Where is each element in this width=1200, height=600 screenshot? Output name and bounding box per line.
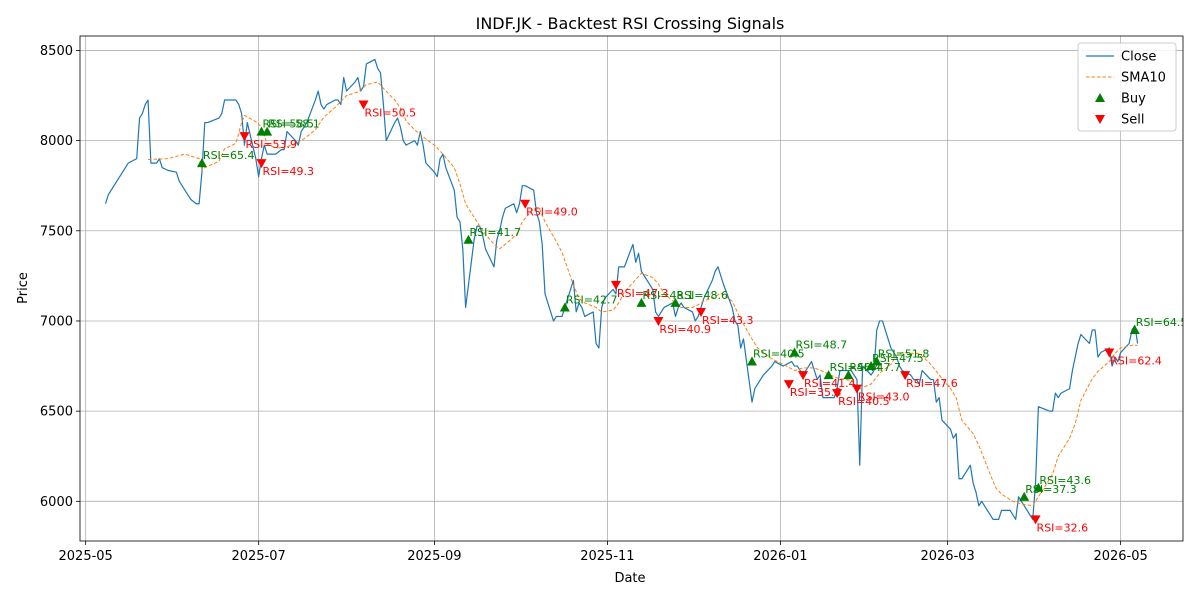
- legend-sma10-label: SMA10: [1121, 71, 1166, 86]
- buy-marker: [871, 356, 882, 366]
- sell-signal-label: RSI=41.4: [804, 377, 856, 390]
- buy-signal-label: RSI=46.4: [830, 361, 882, 374]
- buy-signal-label: RSI=58.5: [262, 118, 314, 131]
- buy-marker: [636, 297, 647, 307]
- y-axis-label: Price: [16, 272, 31, 304]
- sma10-line: [148, 81, 1138, 507]
- buy-signal-label: RSI=48.6: [676, 289, 728, 302]
- sell-marker: [783, 380, 794, 390]
- buy-signal-label: RSI=43.6: [1039, 474, 1091, 487]
- sell-marker: [239, 132, 250, 142]
- sell-marker: [832, 389, 843, 399]
- x-tick-label: 2025-05: [59, 549, 113, 564]
- buy-signal-label: RSI=58.1: [268, 118, 320, 131]
- buy-marker: [823, 370, 834, 380]
- sell-marker: [900, 371, 911, 381]
- sell-signal-label: RSI=50.5: [365, 107, 417, 120]
- x-tick-label: 2026-03: [920, 549, 974, 564]
- buy-marker: [1019, 491, 1030, 501]
- sell-marker: [695, 307, 706, 317]
- buy-marker: [463, 234, 474, 244]
- chart-title: INDF.JK - Backtest RSI Crossing Signals: [476, 14, 785, 33]
- legend: Close SMA10 Buy Sell: [1077, 42, 1177, 132]
- y-tick-label: 7000: [40, 314, 73, 329]
- x-tick-label: 2026-01: [753, 549, 807, 564]
- buy-marker: [262, 126, 273, 136]
- sell-signal-label: RSI=47.6: [906, 377, 958, 390]
- buy-signal-label: RSI=41.7: [469, 226, 521, 239]
- y-tick-label: 6000: [40, 495, 73, 510]
- y-tick-label: 8000: [40, 134, 73, 149]
- buy-marker: [747, 356, 758, 366]
- buy-signal-label: RSI=51.8: [878, 348, 930, 361]
- close-price-line: [104, 58, 1139, 520]
- x-tick-label: 2025-07: [231, 549, 285, 564]
- legend-buy-swatch: [1095, 93, 1105, 102]
- sell-marker: [653, 316, 664, 326]
- grid: [80, 36, 1183, 541]
- sell-signal-label: RSI=49.0: [526, 206, 578, 219]
- buy-signal-label: RSI=64.5: [1136, 316, 1188, 329]
- buy-signal-label: RSI=42.7: [566, 293, 618, 306]
- buy-signal-label: RSI=48.7: [796, 339, 848, 352]
- plot-frame: [79, 35, 1184, 542]
- x-axis-label: Date: [614, 571, 645, 586]
- buy-marker: [789, 347, 800, 357]
- y-tick-label: 7500: [40, 224, 73, 239]
- buy-marker: [866, 361, 877, 371]
- axes: 2025-05 2025-07 2025-09 2025-11 2026-01 2026-…: [40, 35, 1184, 564]
- series-layer: [104, 58, 1139, 520]
- buy-marker: [1129, 324, 1140, 334]
- x-tick-label: 2025-11: [580, 549, 634, 564]
- buy-marker: [196, 158, 207, 168]
- legend-close-label: Close: [1121, 50, 1156, 65]
- sell-signal-label: RSI=40.9: [659, 323, 711, 336]
- sell-signal-label: RSI=40.5: [838, 395, 890, 408]
- sell-signal-label: RSI=53.9: [245, 138, 297, 151]
- legend-buy-label: Buy: [1121, 92, 1146, 107]
- sell-marker: [520, 199, 531, 209]
- legend-sell-label: Sell: [1121, 113, 1144, 128]
- legend-box: [1077, 42, 1177, 132]
- y-tick-label: 6500: [40, 405, 73, 420]
- legend-sell-swatch: [1095, 115, 1105, 124]
- buy-signal-label: RSI=47.5: [872, 352, 924, 365]
- buy-signal-label: RSI=40.5: [753, 348, 805, 361]
- sell-signal-label: RSI=49.3: [262, 165, 314, 178]
- sell-signal-label: RSI=62.4: [1110, 355, 1162, 368]
- sell-marker: [798, 371, 809, 381]
- sell-marker: [256, 159, 267, 169]
- x-tick-label: 2026-05: [1093, 549, 1147, 564]
- buy-signal-label: RSI=48.1: [642, 289, 694, 302]
- sell-marker: [610, 280, 621, 290]
- buy-signal-label: RSI=65.4: [203, 149, 255, 162]
- buy-marker: [843, 370, 854, 380]
- sell-signal-label: RSI=43.0: [858, 391, 910, 404]
- sell-signal-label: RSI=43.3: [702, 314, 754, 327]
- y-tick-label: 8500: [40, 44, 73, 59]
- x-tick-label: 2025-09: [407, 549, 461, 564]
- buy-marker: [670, 297, 681, 307]
- sell-marker: [1030, 515, 1041, 525]
- sell-signal-label: RSI=32.6: [1037, 521, 1089, 534]
- sell-signal-label: RSI=35.3: [790, 386, 842, 399]
- sell-marker: [1104, 348, 1115, 358]
- sell-marker: [851, 384, 862, 394]
- sell-marker: [358, 100, 369, 110]
- buy-marker: [1033, 482, 1044, 492]
- sell-signal-label: RSI=47.3: [617, 287, 669, 300]
- buy-marker: [559, 302, 570, 312]
- buy-signal-label: RSI=47.7: [849, 361, 901, 374]
